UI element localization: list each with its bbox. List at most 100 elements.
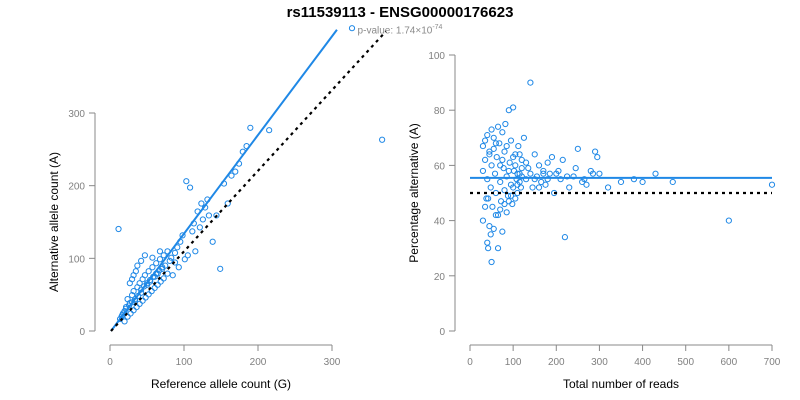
x-axis-label: Total number of reads (563, 377, 679, 391)
data-point (546, 170, 553, 177)
data-point (589, 170, 597, 177)
data-point (510, 154, 517, 161)
data-point (160, 275, 167, 282)
data-point (156, 256, 164, 263)
data-point (503, 173, 510, 180)
data-point (181, 256, 188, 263)
data-point (379, 136, 386, 143)
data-point (183, 178, 190, 185)
data-point (160, 252, 167, 259)
chart-title: rs11539113 - ENSG00000176623 (286, 4, 514, 21)
data-point (725, 217, 732, 224)
data-point (482, 203, 489, 210)
data-point (484, 176, 491, 183)
data-point (592, 148, 599, 155)
data-point (491, 170, 499, 177)
data-point (518, 173, 525, 180)
data-point (132, 268, 139, 275)
data-point (141, 252, 148, 259)
data-point (503, 209, 510, 216)
data-point (217, 265, 224, 272)
x-tick-label: 0 (107, 357, 113, 368)
data-point (484, 239, 491, 246)
data-point (496, 140, 503, 147)
data-point (488, 162, 495, 169)
data-point (540, 170, 547, 177)
y-tick-label: 60 (434, 161, 446, 172)
data-point (561, 234, 569, 241)
data-point (570, 173, 577, 180)
data-point (499, 129, 506, 136)
data-point (583, 181, 590, 188)
data-point (494, 211, 502, 219)
data-point (149, 264, 156, 271)
data-point (522, 159, 530, 166)
data-point (617, 178, 625, 186)
x-tick-label: 600 (721, 357, 738, 368)
data-point (192, 248, 199, 255)
data-point (544, 176, 551, 183)
data-point (224, 200, 231, 207)
data-point (507, 192, 515, 199)
data-point (179, 232, 186, 239)
data-point (479, 167, 487, 175)
data-point (130, 288, 137, 295)
data-point (171, 249, 179, 257)
data-point (531, 151, 538, 158)
data-point (138, 257, 145, 264)
data-point (166, 257, 173, 264)
data-point (492, 211, 499, 219)
data-point (492, 140, 499, 147)
data-point (153, 260, 160, 267)
data-point (514, 170, 521, 177)
x-axis-label: Reference allele count (G) (151, 377, 291, 391)
y-tick-label: 0 (79, 327, 85, 338)
x-tick-label: 0 (467, 357, 473, 368)
data-point (542, 181, 549, 188)
x-tick-label: 200 (250, 357, 267, 368)
data-point (128, 292, 136, 299)
data-point (247, 124, 254, 131)
data-point (505, 167, 512, 175)
data-point (497, 178, 504, 186)
data-point (164, 270, 171, 277)
data-point (493, 154, 500, 161)
data-point (669, 178, 676, 186)
x-tick-label: 400 (634, 357, 651, 368)
y-tick-label: 80 (434, 106, 446, 117)
data-point (499, 228, 506, 235)
data-point (594, 154, 601, 161)
data-point (348, 25, 356, 32)
data-point (535, 162, 543, 169)
y-tick-label: 0 (439, 327, 445, 338)
data-point (506, 159, 513, 166)
data-point (494, 123, 502, 130)
data-point (483, 195, 490, 202)
data-point (517, 184, 525, 191)
data-point (566, 184, 573, 191)
x-tick-label: 100 (505, 357, 522, 368)
data-point (512, 162, 519, 169)
data-point (501, 200, 508, 208)
data-point (525, 165, 532, 172)
x-tick-label: 500 (677, 357, 694, 368)
data-point (198, 200, 205, 207)
data-point (500, 165, 507, 172)
data-point (156, 248, 164, 255)
reference-line (110, 30, 387, 332)
data-point (128, 276, 136, 283)
y-tick-label: 40 (434, 217, 446, 228)
data-point (196, 224, 203, 231)
data-point (136, 280, 143, 287)
data-point (538, 178, 545, 186)
data-point (501, 187, 508, 194)
x-tick-label: 700 (764, 357, 781, 368)
data-point (228, 172, 235, 179)
data-point (189, 228, 196, 235)
data-point (141, 272, 148, 279)
data-point (505, 107, 512, 114)
data-point (199, 216, 206, 223)
data-point (488, 126, 495, 133)
data-point (527, 170, 534, 177)
